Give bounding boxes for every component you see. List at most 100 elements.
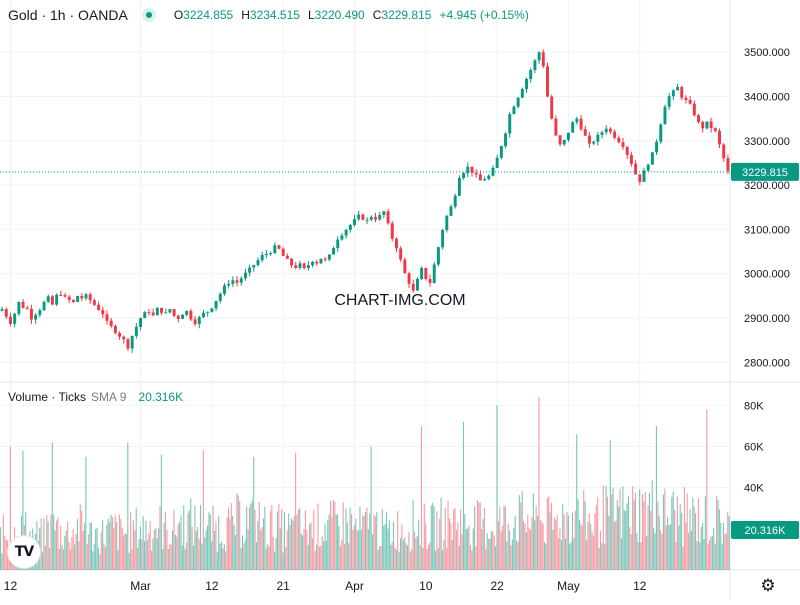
candle-body xyxy=(365,219,369,221)
volume-bar xyxy=(78,541,80,570)
volume-bar xyxy=(138,538,140,570)
volume-bar xyxy=(172,530,174,570)
volume-bar xyxy=(47,521,49,570)
volume-bar xyxy=(476,499,478,570)
volume-bar xyxy=(247,529,249,570)
volume-bar xyxy=(141,539,143,570)
volume-bar xyxy=(585,540,588,570)
candle-body xyxy=(46,296,50,302)
candle-body xyxy=(587,135,591,144)
candle-body xyxy=(285,255,289,259)
candle-body xyxy=(319,258,323,264)
price-axis[interactable]: 2800.000 2900.000 3000.000 3100.000 3200.000… xyxy=(744,47,790,369)
volume-bar xyxy=(520,502,522,570)
volume-bar xyxy=(436,511,438,570)
volume-bar xyxy=(355,518,357,570)
volume-bar xyxy=(304,510,306,570)
volume-bar xyxy=(176,536,178,570)
volume-bar xyxy=(1,553,3,570)
candle-body xyxy=(688,99,692,104)
candle-body xyxy=(13,313,17,324)
volume-bar xyxy=(620,538,623,570)
volume-bar xyxy=(165,512,167,570)
volume-bar xyxy=(665,525,667,570)
volume-bar xyxy=(114,515,116,570)
volume-bar xyxy=(571,512,574,570)
symbol-title[interactable]: Gold · 1h · OANDA xyxy=(8,7,128,23)
candle-body xyxy=(613,131,617,138)
candle-body xyxy=(243,272,247,279)
volume-legend[interactable]: Volume · Ticks SMA 9 20.316K xyxy=(8,390,183,404)
volume-bar xyxy=(525,532,527,570)
volume-bar xyxy=(395,549,397,570)
last-price-tag xyxy=(731,162,799,181)
volume-bar xyxy=(5,539,7,570)
volume-bar xyxy=(213,530,216,570)
volume-bar xyxy=(64,535,66,570)
candle-body xyxy=(189,310,193,320)
volume-bar xyxy=(616,500,618,570)
volume-bar xyxy=(293,515,295,570)
volume-bar xyxy=(160,454,162,570)
volume-bar xyxy=(166,529,168,570)
candle-body xyxy=(718,130,721,145)
volume-bar xyxy=(60,525,62,570)
candle-body xyxy=(139,318,143,327)
volume-bar xyxy=(264,506,266,570)
volume-bar xyxy=(446,548,448,570)
candle-body xyxy=(478,174,482,181)
candle-body xyxy=(357,214,361,220)
volume-bar xyxy=(432,502,434,570)
volume-bar xyxy=(535,505,537,570)
volume-label[interactable]: Volume · Ticks xyxy=(8,390,87,404)
candle-body xyxy=(676,87,680,91)
volume-bar xyxy=(286,530,288,570)
volume-bars xyxy=(0,397,730,570)
volume-bar xyxy=(75,534,77,570)
volume-bar xyxy=(323,541,325,570)
volume-bar xyxy=(261,527,263,570)
tradingview-logo-icon[interactable]: TV xyxy=(8,536,40,568)
time-axis[interactable]: 12 Mar 12 21 Apr 10 22 May 12 xyxy=(4,579,647,593)
volume-bar xyxy=(234,535,237,570)
volume-bar xyxy=(338,526,340,570)
volume-bar xyxy=(626,503,628,570)
volume-bar xyxy=(615,520,617,570)
volume-bar xyxy=(123,535,125,570)
volume-bar xyxy=(502,525,504,570)
volume-bar xyxy=(453,509,455,570)
candle-body xyxy=(294,265,298,268)
volume-bar xyxy=(679,503,681,570)
volume-bar xyxy=(383,525,385,570)
volume-bar xyxy=(212,505,214,570)
close-value: 3229.815 xyxy=(381,8,432,22)
volume-bar xyxy=(125,534,127,570)
volume-bar xyxy=(464,513,466,570)
candle-body xyxy=(541,52,545,67)
volume-axis[interactable]: 40K 60K 80K 20.316K xyxy=(731,400,799,539)
volume-bar xyxy=(58,548,60,570)
market-status-icon[interactable] xyxy=(141,8,156,22)
volume-bar xyxy=(307,544,309,570)
volume-bar xyxy=(647,505,649,570)
volume-bar xyxy=(337,514,339,570)
volume-bar xyxy=(636,532,638,570)
volume-bar xyxy=(667,516,669,570)
volume-bar xyxy=(576,434,578,570)
volume-bar xyxy=(629,527,631,570)
volume-bar xyxy=(637,542,639,570)
volume-bar xyxy=(723,522,725,570)
candle-body xyxy=(600,132,604,135)
volume-bar xyxy=(472,528,474,570)
volume-bar xyxy=(703,539,705,570)
volume-bar xyxy=(648,492,650,570)
gear-icon[interactable]: ⚙ xyxy=(760,576,776,595)
candle-body xyxy=(185,310,189,315)
price-tick-label: 2900.000 xyxy=(744,313,790,325)
volume-bar xyxy=(237,495,239,570)
candle-body xyxy=(55,294,59,305)
volume-bar xyxy=(482,519,484,570)
